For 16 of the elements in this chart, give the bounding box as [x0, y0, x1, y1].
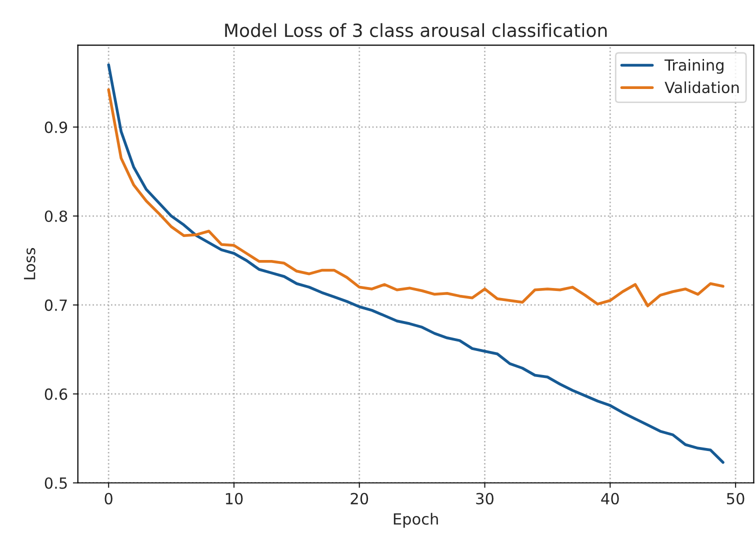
y-tick-label: 0.8 [44, 210, 68, 222]
chart-title: Model Loss of 3 class arousal classification [225, 23, 607, 38]
x-tick-label: 0 [104, 492, 112, 504]
x-tick-label: 50 [727, 492, 744, 504]
x-tick-label: 20 [350, 492, 368, 504]
y-tick-label: 0.5 [44, 477, 67, 489]
x-tick-label: 10 [226, 492, 243, 504]
legend-label: Training [664, 58, 724, 74]
y-tick-label: 0.9 [44, 122, 68, 134]
y-axis-title: Loss [24, 248, 36, 280]
legend-label: Validation [664, 81, 739, 94]
x-axis-title: Epoch [394, 512, 438, 528]
y-tick-label: 0.6 [44, 388, 68, 400]
y-tick-label: 0.7 [44, 299, 67, 311]
x-tick-label: 30 [476, 492, 494, 504]
x-tick-label: 40 [601, 492, 619, 504]
